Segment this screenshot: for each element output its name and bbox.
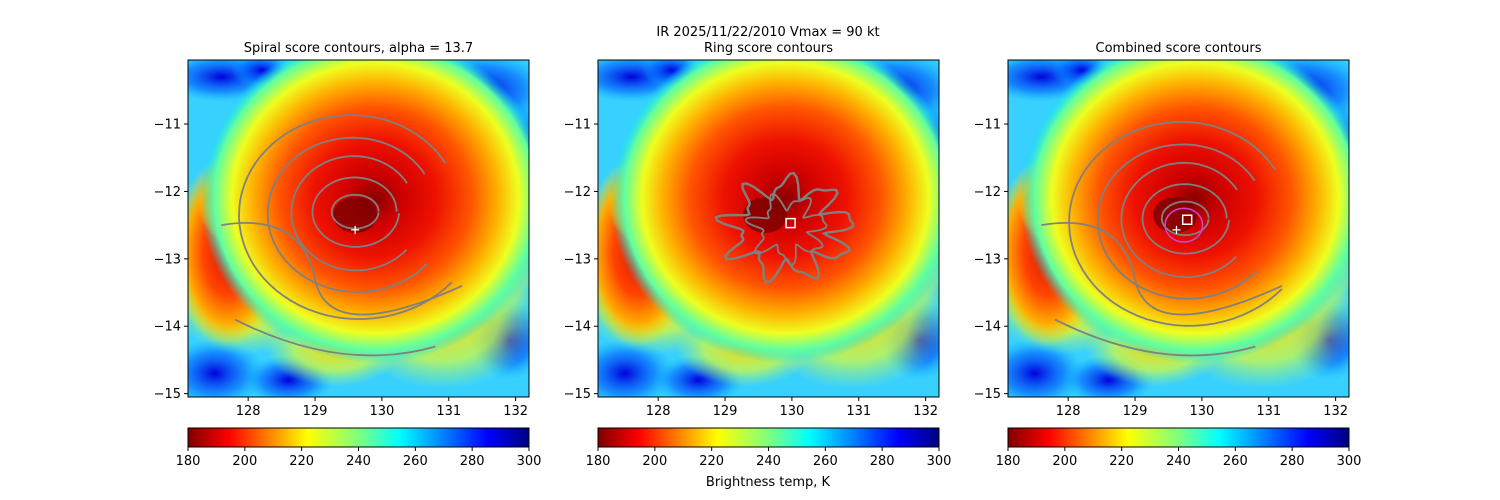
colorbar-tick-label: 240: [346, 454, 371, 469]
y-tick-label: −11: [154, 118, 181, 133]
colorbar-tick-label: 280: [1280, 454, 1305, 469]
y-tick-label: −12: [974, 185, 1001, 200]
panel-1: Spiral score contours, alpha = 13.7 128 12…: [154, 41, 542, 469]
x-tick-label: 130: [1189, 404, 1214, 419]
colorbar-tick-label: 240: [756, 454, 781, 469]
ir-image: [188, 60, 529, 397]
colorbar-tick-label: 300: [927, 454, 952, 469]
y-tick-label: −14: [154, 320, 181, 335]
panel-title: Spiral score contours, alpha = 13.7: [244, 41, 473, 56]
x-tick-label: 129: [303, 404, 328, 419]
center-circle-marker: [1164, 207, 1204, 243]
y-tick-label: −13: [154, 252, 181, 267]
y-tick-label: −11: [974, 118, 1001, 133]
y-tick-label: −13: [974, 252, 1001, 267]
x-tick-label: 132: [503, 404, 528, 419]
colorbar-tick-label: 180: [586, 454, 611, 469]
x-tick-label: 130: [779, 404, 804, 419]
y-tick-label: −15: [974, 387, 1001, 402]
x-tick-label: 128: [1056, 404, 1081, 419]
x-tick-label: 128: [646, 404, 671, 419]
y-tick-label: −13: [564, 252, 591, 267]
x-tick-label: 131: [436, 404, 461, 419]
colorbar-tick-label: 260: [813, 454, 838, 469]
colorbar-tick-label: 300: [517, 454, 542, 469]
colorbar: [1007, 427, 1350, 448]
y-tick-label: −14: [974, 320, 1001, 335]
y-tick-label: −11: [564, 118, 591, 133]
colorbar-tick-label: 180: [996, 454, 1021, 469]
score-contours: [221, 114, 463, 357]
x-tick-label: 132: [913, 404, 938, 419]
colorbar-tick-label: 300: [1337, 454, 1362, 469]
panel-title: Combined score contours: [1096, 41, 1262, 56]
colorbar-tick-label: 240: [1166, 454, 1191, 469]
colorbar-tick-label: 180: [176, 454, 201, 469]
colorbar-tick-label: 220: [699, 454, 724, 469]
panel-title: Ring score contours: [704, 41, 833, 56]
colorbar: [187, 427, 530, 448]
x-tick-label: 129: [713, 404, 738, 419]
x-tick-label: 131: [846, 404, 871, 419]
center-plus-marker: [351, 225, 360, 234]
axes-frame: [187, 59, 530, 398]
y-tick-label: −12: [564, 185, 591, 200]
y-tick-label: −12: [154, 185, 181, 200]
figure-suptitle: IR 2025/11/22/2010 Vmax = 90 kt: [656, 25, 879, 40]
colorbar-tick-label: 200: [232, 454, 257, 469]
colorbar-tick-label: 200: [642, 454, 667, 469]
colorbar-label: Brightness temp, K: [706, 475, 831, 490]
colorbar-tick-label: 220: [1109, 454, 1134, 469]
colorbar-tick-label: 280: [870, 454, 895, 469]
y-tick-label: −14: [564, 320, 591, 335]
center-square-marker: [785, 217, 796, 229]
y-tick-label: −15: [154, 387, 181, 402]
score-contours: [714, 171, 855, 284]
x-tick-label: 128: [236, 404, 261, 419]
colorbar: [597, 427, 940, 448]
panel-2: Ring score contours 128 129 130 131 132 −11 −12…: [564, 41, 952, 469]
colorbar-tick-label: 200: [1052, 454, 1077, 469]
ir-image: [1008, 60, 1349, 397]
colorbar-tick-label: 260: [1223, 454, 1248, 469]
center-plus-marker: [1172, 225, 1181, 234]
axes-frame: [597, 59, 940, 398]
score-contours: [1041, 120, 1283, 357]
colorbar-tick-label: 220: [289, 454, 314, 469]
colorbar-tick-label: 280: [460, 454, 485, 469]
axes-frame: [1007, 59, 1350, 398]
x-tick-label: 132: [1323, 404, 1348, 419]
colorbar-tick-label: 260: [403, 454, 428, 469]
y-tick-label: −15: [564, 387, 591, 402]
panel-3: Combined score contours 128 129 130 131 132 −1…: [974, 41, 1362, 469]
x-tick-label: 129: [1123, 404, 1148, 419]
x-tick-label: 131: [1256, 404, 1281, 419]
x-tick-label: 130: [369, 404, 394, 419]
center-square-marker: [1181, 214, 1193, 225]
ir-image: [598, 60, 939, 397]
